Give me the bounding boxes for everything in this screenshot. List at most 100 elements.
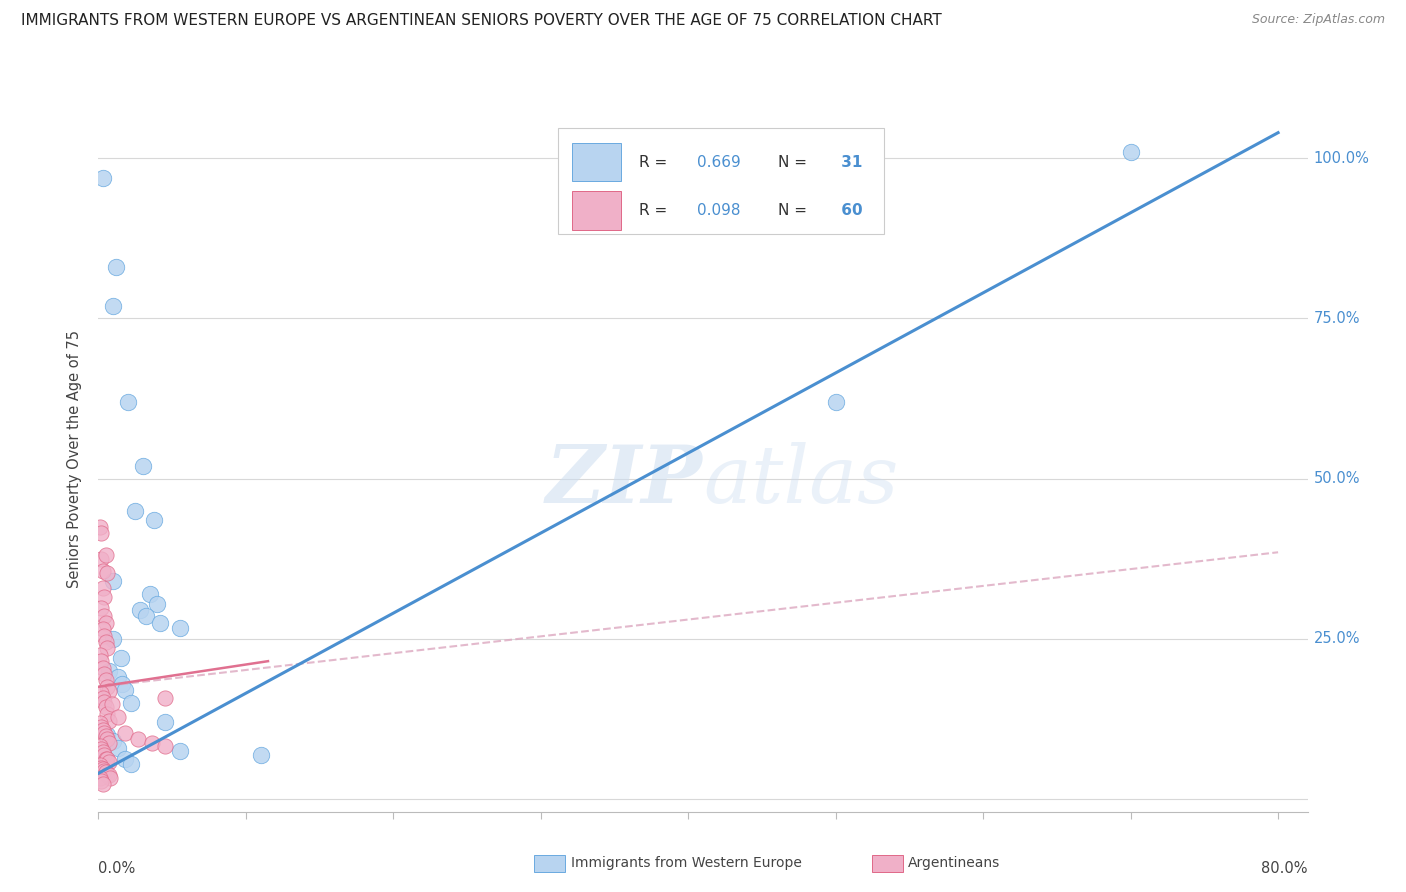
Point bbox=[149, 615, 172, 630]
Point bbox=[94, 635, 117, 649]
Point bbox=[97, 768, 120, 782]
Point bbox=[93, 628, 115, 642]
Point bbox=[93, 694, 115, 708]
Point bbox=[101, 299, 124, 313]
Text: IMMIGRANTS FROM WESTERN EUROPE VS ARGENTINEAN SENIORS POVERTY OVER THE AGE OF 75: IMMIGRANTS FROM WESTERN EUROPE VS ARGENT… bbox=[21, 13, 942, 29]
Point bbox=[131, 458, 153, 473]
Point bbox=[94, 615, 117, 630]
Point bbox=[93, 748, 115, 763]
Point bbox=[97, 735, 120, 749]
Text: R =: R = bbox=[638, 154, 672, 169]
Point bbox=[97, 714, 120, 728]
Text: 50.0%: 50.0% bbox=[1313, 471, 1360, 486]
Point bbox=[139, 587, 162, 601]
Point bbox=[96, 732, 118, 747]
Point bbox=[89, 758, 111, 772]
Text: ZIP: ZIP bbox=[546, 442, 703, 519]
Point bbox=[91, 581, 114, 595]
Point bbox=[96, 680, 118, 694]
Point bbox=[89, 739, 111, 753]
Point bbox=[91, 690, 114, 705]
Point bbox=[90, 761, 112, 775]
Bar bbox=[572, 191, 621, 230]
Point bbox=[96, 707, 118, 722]
Point bbox=[91, 723, 114, 737]
Point bbox=[249, 748, 271, 763]
Point bbox=[91, 660, 114, 674]
Text: atlas: atlas bbox=[703, 442, 898, 519]
Point bbox=[94, 729, 117, 743]
Point bbox=[107, 670, 129, 684]
Text: 100.0%: 100.0% bbox=[1313, 151, 1369, 166]
Point bbox=[93, 590, 115, 604]
Point bbox=[127, 732, 149, 747]
Point bbox=[94, 751, 117, 765]
Text: Argentineans: Argentineans bbox=[908, 856, 1001, 871]
Point bbox=[1119, 145, 1142, 159]
Point bbox=[90, 551, 112, 566]
Bar bbox=[572, 143, 621, 181]
Point bbox=[90, 526, 112, 541]
Text: Source: ZipAtlas.com: Source: ZipAtlas.com bbox=[1251, 13, 1385, 27]
Point bbox=[98, 771, 121, 785]
Point bbox=[89, 772, 111, 786]
Text: 31: 31 bbox=[837, 154, 862, 169]
Point bbox=[120, 696, 142, 710]
Point bbox=[91, 622, 114, 636]
Point bbox=[93, 764, 115, 779]
Point bbox=[107, 740, 129, 755]
Point bbox=[94, 700, 117, 714]
Point bbox=[101, 632, 124, 646]
Point bbox=[96, 566, 118, 581]
Point bbox=[93, 609, 115, 624]
Point bbox=[97, 755, 120, 769]
Point bbox=[135, 609, 157, 624]
Text: R =: R = bbox=[638, 203, 672, 219]
Point bbox=[100, 697, 122, 711]
Point bbox=[89, 648, 111, 662]
Point bbox=[101, 574, 124, 588]
Point bbox=[93, 726, 115, 740]
Point bbox=[96, 641, 118, 656]
Text: Immigrants from Western Europe: Immigrants from Western Europe bbox=[571, 856, 801, 871]
Point bbox=[96, 728, 118, 742]
Point bbox=[105, 260, 128, 275]
Text: N =: N = bbox=[778, 154, 811, 169]
Y-axis label: Seniors Poverty Over the Age of 75: Seniors Poverty Over the Age of 75 bbox=[67, 330, 83, 589]
Point bbox=[91, 763, 114, 777]
Point bbox=[143, 513, 166, 527]
Point bbox=[90, 719, 112, 733]
Point bbox=[169, 621, 191, 635]
Point bbox=[101, 734, 124, 748]
Point bbox=[90, 654, 112, 668]
Point bbox=[89, 519, 111, 533]
Text: 75.0%: 75.0% bbox=[1313, 311, 1360, 326]
Text: 0.669: 0.669 bbox=[697, 154, 741, 169]
Point bbox=[97, 664, 120, 678]
Point bbox=[110, 651, 132, 665]
Point bbox=[153, 690, 176, 705]
Text: N =: N = bbox=[778, 203, 811, 219]
Point bbox=[117, 394, 139, 409]
Point bbox=[153, 714, 176, 729]
Point bbox=[94, 549, 117, 563]
Point bbox=[90, 742, 112, 756]
Point bbox=[169, 744, 191, 758]
Point bbox=[146, 597, 169, 611]
Point bbox=[114, 751, 136, 765]
Text: 60: 60 bbox=[837, 203, 863, 219]
Point bbox=[153, 739, 176, 753]
Point bbox=[93, 667, 115, 681]
Point bbox=[91, 777, 114, 791]
Point bbox=[141, 735, 163, 749]
Point bbox=[94, 764, 117, 779]
Point bbox=[111, 676, 134, 690]
Point bbox=[96, 752, 118, 766]
Point bbox=[824, 394, 846, 409]
Text: 0.0%: 0.0% bbox=[98, 861, 135, 876]
Point bbox=[91, 170, 114, 185]
Point bbox=[90, 601, 112, 615]
Point bbox=[120, 756, 142, 771]
Text: 0.098: 0.098 bbox=[697, 203, 741, 219]
Point bbox=[89, 716, 111, 731]
